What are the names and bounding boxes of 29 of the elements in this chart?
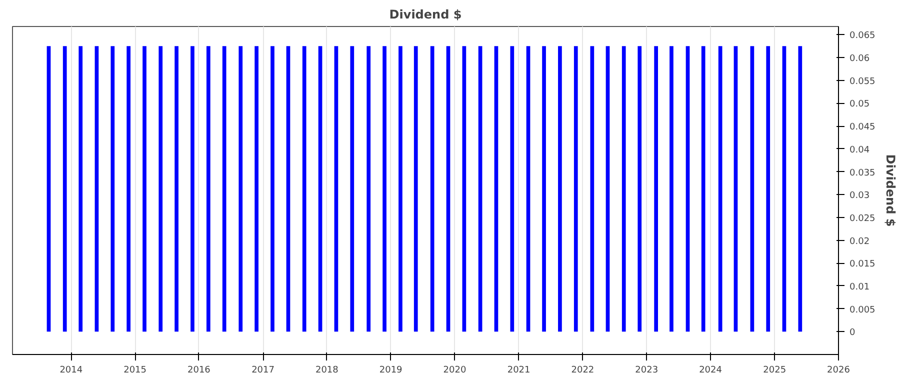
x-tick-label: 2015	[124, 366, 147, 375]
x-tick-label: 2024	[699, 366, 722, 375]
y-tick-label: 0.05	[850, 100, 870, 110]
x-tick-label: 2018	[315, 366, 339, 375]
y-tick-label: 0.015	[850, 260, 876, 270]
chart-title: Dividend $	[389, 8, 462, 22]
x-tick-label: 2016	[188, 366, 211, 375]
x-tick-label: 2025	[763, 366, 786, 375]
y-tick-label: 0.01	[850, 282, 870, 292]
x-tick-label: 2023	[635, 366, 658, 375]
x-tick-label: 2017	[252, 366, 274, 375]
y-tick-label: 0.03	[850, 191, 870, 202]
y-axis-title: Dividend $	[883, 154, 898, 227]
y-tick-label: 0.04	[850, 145, 870, 156]
y-tick-label: 0.025	[850, 214, 876, 224]
x-tick-label: 2022	[571, 366, 594, 375]
y-tick-label: 0.045	[850, 122, 876, 133]
x-tick-label: 2026	[827, 366, 850, 375]
x-tick-label: 2021	[507, 366, 530, 375]
x-tick-label: 2019	[379, 366, 403, 375]
y-tick-label: 0	[850, 328, 856, 338]
y-tick-label: 0.06	[850, 54, 870, 64]
x-tick-label: 2014	[60, 366, 83, 375]
y-tick-label: 0.035	[850, 168, 876, 178]
y-tick-label: 0.065	[850, 31, 876, 42]
x-tick-label: 2020	[443, 366, 466, 375]
y-tick-label: 0.005	[850, 305, 876, 316]
y-tick-label: 0.055	[850, 76, 876, 87]
y-tick-label: 0.02	[850, 236, 870, 247]
